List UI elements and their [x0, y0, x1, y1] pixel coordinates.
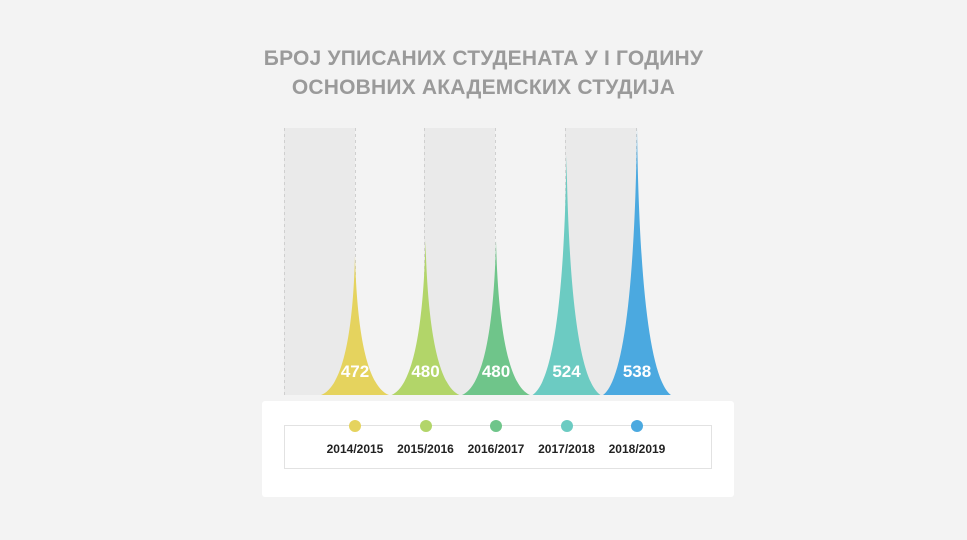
- spike-bar-2015-2016: [391, 240, 460, 395]
- legend: 2014/2015 2015/2016 2016/2017 2017/2018 2018…: [284, 420, 712, 469]
- value-label: 524: [552, 362, 581, 381]
- spike-bar-2016-2017: [462, 240, 530, 395]
- background-bands: [284, 128, 637, 395]
- chart-title-line-1: БРОЈ УПИСАНИХ СТУДЕНАТА У I ГОДИНУ: [263, 47, 704, 70]
- spike-bar-2014-2015: [321, 255, 389, 395]
- legend-item: 2015/2016: [388, 420, 464, 468]
- legend-dot-icon: [560, 420, 573, 432]
- spike-bar-2018-2019: [603, 128, 671, 395]
- legend-dot-icon: [349, 420, 361, 432]
- legend-item: 2017/2018: [529, 420, 605, 468]
- legend-item: 2016/2017: [458, 420, 534, 468]
- legend-card: 2014/2015 2015/2016 2016/2017 2017/2018 2018…: [262, 401, 734, 497]
- legend-dot-icon: [631, 420, 643, 432]
- legend-label: 2017/2018: [538, 442, 595, 456]
- background-band-1: [284, 128, 355, 395]
- value-label: 480: [482, 362, 510, 381]
- value-labels: 472 480 480 524 538: [341, 362, 651, 381]
- legend-dot-icon: [419, 420, 432, 432]
- legend-label: 2016/2017: [467, 442, 525, 456]
- legend-item: 2014/2015: [317, 420, 393, 468]
- legend-label: 2014/2015: [326, 442, 384, 456]
- value-label: 480: [411, 362, 439, 381]
- spike-bar-2017-2018: [532, 155, 601, 395]
- legend-item: 2018/2019: [599, 420, 675, 468]
- spike-bars: [321, 128, 671, 395]
- value-label: 538: [623, 362, 651, 381]
- legend-label: 2015/2016: [397, 442, 454, 456]
- chart-title: БРОЈ УПИСАНИХ СТУДЕНАТА У I ГОДИНУ ОСНОВ…: [0, 44, 967, 102]
- chart-title-line-2: ОСНОВНИХ АКАДЕМСКИХ СТУДИЈА: [291, 76, 676, 99]
- legend-label: 2018/2019: [608, 442, 666, 456]
- legend-dot-icon: [490, 420, 502, 432]
- value-label: 472: [341, 362, 369, 381]
